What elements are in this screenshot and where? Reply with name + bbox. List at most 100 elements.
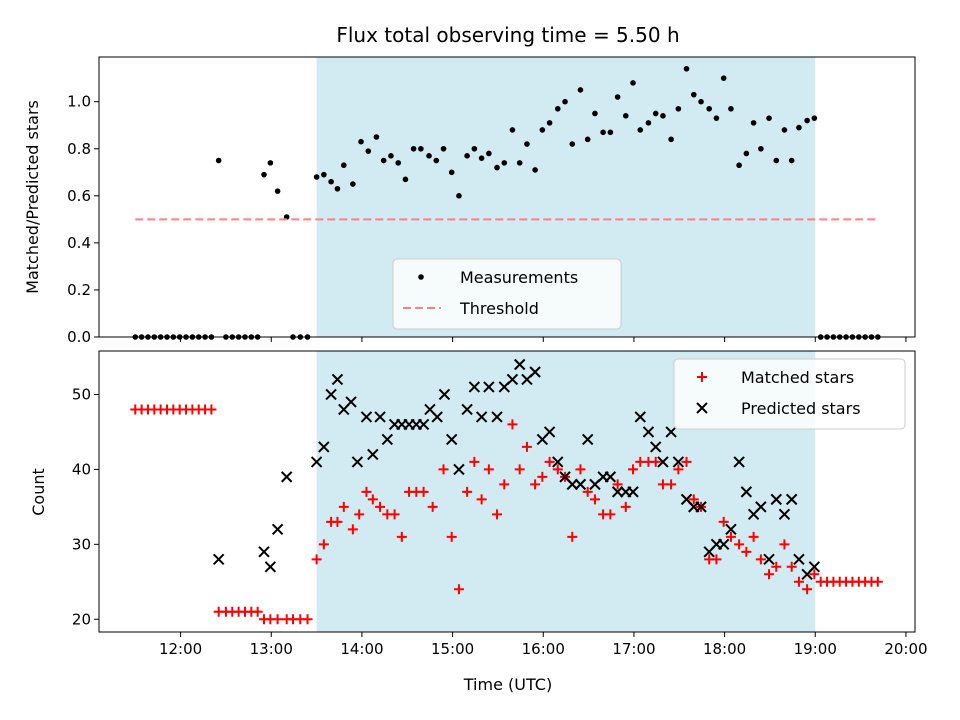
predicted-star-point [325,388,337,401]
predicted-star-point [785,493,798,506]
legend-label: Matched stars [741,368,854,387]
predicted-star-point [491,411,503,423]
top-y-axis-label: Matched/Predicted stars [23,100,42,294]
measurement-point [600,129,606,136]
measurement-point [388,153,394,159]
matched-star-point [338,501,349,512]
matched-star-point [361,486,372,497]
matched-star-point [725,531,736,542]
measurement-point [341,162,347,169]
predicted-star-point [360,411,373,423]
measurement-point [660,113,666,119]
matched-star-point [620,501,631,512]
x-tick-label: 15:00 [431,640,474,658]
predicted-star-point [453,463,465,476]
measurement-point [464,153,470,159]
matched-star-point [396,531,407,542]
top-series-marks [132,65,881,340]
y-tick-label: 30 [72,535,91,553]
measurement-point [720,75,727,81]
predicted-star-point [367,448,379,461]
y-tick-label: 20 [72,610,91,628]
matched-star-point [552,464,563,475]
measurement-point [577,87,584,93]
matched-star-point [605,509,616,520]
y-tick-label: 1.0 [67,93,91,111]
measurement-point [743,150,750,157]
matched-star-point [483,464,494,475]
measurement-point [516,160,523,166]
predicted-star-point [483,381,495,393]
matched-star-point [354,509,365,520]
matched-star-point [802,584,813,595]
x-axis-label: Time (UTC) [463,675,552,694]
measurement-point [569,141,576,147]
predicted-star-point [431,411,443,423]
x-tick-label: 17:00 [612,640,655,658]
matched-star-point [418,486,429,497]
measurement-point [313,174,320,180]
matched-star-point [718,516,729,527]
predicted-star-point [417,418,430,431]
matched-star-point [367,494,378,505]
predicted-star-point [717,538,730,551]
measurement-point [773,157,780,164]
bottom-axes-ticks: 12:00 13:00 14:00 15:00 16:00 17:00 18:00 19:00… [72,385,928,658]
matched-star-point [514,464,525,475]
matched-star-point [332,516,343,527]
matched-star-point [272,614,283,625]
matched-star-point [793,576,804,587]
measurement-point [373,134,380,140]
bottom-y-axis-label: Count [29,468,48,516]
measurement-point [380,157,387,164]
legend-x-icon [696,402,708,414]
y-tick-label: 40 [72,460,91,478]
measurement-point [652,110,659,117]
matched-star-point [650,456,661,467]
predicted-star-point [552,456,564,468]
legend-dot-icon [418,274,424,280]
y-tick-label: 0.0 [67,328,91,346]
measurement-point [395,160,402,166]
matched-star-point [492,509,503,520]
x-tick-label: 12:00 [159,640,202,658]
x-tick-label: 19:00 [794,640,837,658]
measurement-point [546,120,553,126]
top-legend: Measurements Threshold [392,258,622,330]
matched-star-point [681,456,692,467]
predicted-star-point [438,388,451,401]
bottom-legend: Matched stars Predicted stars [673,358,906,430]
predicted-star-point [770,493,782,506]
predicted-star-point [574,478,587,491]
predicted-star-point [345,396,357,408]
measurement-point [811,115,818,121]
measurement-point [410,145,417,152]
matched-star-point [476,494,487,505]
measurement-point [645,120,652,126]
matched-star-point [530,479,541,490]
matched-star-point [786,561,797,572]
matched-star-point [612,479,623,490]
predicted-star-point [657,456,669,468]
measurement-point [524,141,530,147]
bottom-axes-frame [98,350,916,633]
measurement-point [788,157,795,164]
measurement-point [365,148,372,154]
measurement-point [358,138,364,145]
predicted-star-point [310,456,323,468]
predicted-star-point [763,553,775,566]
predicted-star-point [611,486,624,498]
matched-star-point [748,531,759,542]
matched-star-point [446,531,457,542]
predicted-star-point [212,553,225,566]
measurement-point [350,181,356,187]
matched-star-point [347,524,358,535]
predicted-star-point [808,561,821,573]
predicted-star-point [642,426,655,438]
y-tick-label: 50 [72,385,91,403]
measurement-point [448,169,455,176]
predicted-star-point [634,411,646,423]
matched-star-point [544,456,555,467]
matched-star-point [469,456,480,467]
legend-plus-icon [697,372,707,382]
